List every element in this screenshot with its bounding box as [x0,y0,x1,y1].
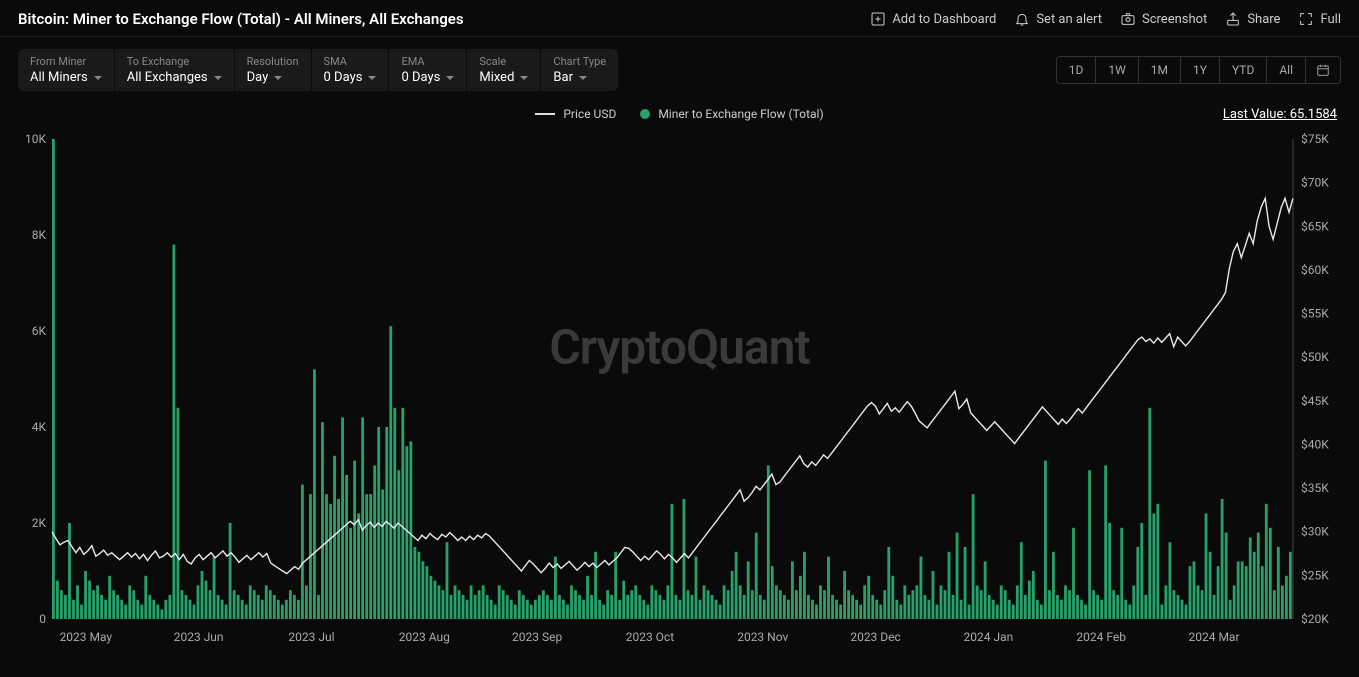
svg-text:2K: 2K [32,516,47,530]
svg-text:10K: 10K [25,132,46,146]
filter-from-miner[interactable]: From Miner All Miners [18,49,115,91]
svg-text:2024 Feb: 2024 Feb [1076,630,1126,644]
chevron-down-icon [520,76,528,80]
filter-sma[interactable]: SMA 0 Days [312,49,390,91]
svg-text:$70K: $70K [1301,176,1329,190]
filter-label: Chart Type [553,55,606,68]
svg-text:2023 Oct: 2023 Oct [626,630,674,644]
share-button[interactable]: Share [1225,11,1280,27]
set-alert-button[interactable]: Set an alert [1014,11,1102,27]
chevron-down-icon [368,76,376,80]
last-value[interactable]: Last Value: 65.1584 [1223,107,1337,122]
svg-text:$45K: $45K [1301,394,1329,408]
svg-text:2023 Dec: 2023 Dec [850,630,900,644]
screenshot-button[interactable]: Screenshot [1120,11,1207,27]
svg-text:$25K: $25K [1301,568,1329,582]
dot-swatch [640,109,650,119]
filter-to-exchange[interactable]: To Exchange All Exchanges [115,49,235,91]
range-1w[interactable]: 1W [1096,57,1138,83]
filter-value: 0 Days [324,70,377,85]
legend-price[interactable]: Price USD [535,107,616,121]
svg-text:6K: 6K [32,324,47,338]
filter-bar: From Miner All MinersTo Exchange All Exc… [18,49,618,91]
chevron-down-icon [214,76,222,80]
filter-value: Day [247,70,299,85]
svg-text:2023 May: 2023 May [60,630,113,644]
svg-text:2024 Mar: 2024 Mar [1189,630,1240,644]
svg-text:$40K: $40K [1301,437,1329,451]
svg-text:2024 Jan: 2024 Jan [964,630,1014,644]
chevron-down-icon [94,76,102,80]
filter-value: 0 Days [401,70,454,85]
svg-text:$65K: $65K [1301,219,1329,233]
legend-price-label: Price USD [563,107,616,121]
range-1y[interactable]: 1Y [1181,57,1220,83]
svg-text:$30K: $30K [1301,525,1329,539]
range-all[interactable]: All [1267,57,1306,83]
svg-text:2023 Jun: 2023 Jun [174,630,224,644]
filter-label: From Miner [30,55,102,68]
share-icon [1225,11,1241,27]
fullscreen-label: Full [1320,12,1341,27]
range-ytd[interactable]: YTD [1220,57,1267,83]
svg-text:$50K: $50K [1301,350,1329,364]
date-picker-button[interactable] [1306,57,1340,83]
camera-icon [1120,11,1136,27]
chevron-down-icon [579,76,587,80]
filter-value: All Exchanges [127,70,222,85]
legend-flow-label: Miner to Exchange Flow (Total) [658,107,823,121]
svg-text:$35K: $35K [1301,481,1329,495]
add-dashboard-label: Add to Dashboard [892,12,996,27]
filter-chart-type[interactable]: Chart Type Bar [541,49,618,91]
calendar-icon [1316,63,1330,77]
svg-text:$75K: $75K [1301,132,1329,146]
range-controls: 1D1W1M1YYTDAll [1056,56,1341,84]
filter-ema[interactable]: EMA 0 Days [389,49,467,91]
svg-text:2023 Aug: 2023 Aug [399,630,450,644]
screenshot-label: Screenshot [1142,12,1207,27]
svg-text:$20K: $20K [1301,612,1329,626]
page-title: Bitcoin: Miner to Exchange Flow (Total) … [18,10,464,28]
filter-label: Resolution [247,55,299,68]
filter-value: Mixed [479,70,528,85]
header-actions: Add to Dashboard Set an alert Screenshot… [870,11,1341,27]
svg-text:$60K: $60K [1301,263,1329,277]
bell-icon [1014,11,1030,27]
svg-text:0: 0 [39,612,46,626]
filter-value: All Miners [30,70,102,85]
share-label: Share [1247,12,1280,27]
chart[interactable]: 0 2K 4K 6K 8K 10K $20K $25K $30K $35K $40K $45K $50K… [18,129,1341,649]
expand-icon [1298,11,1314,27]
chevron-down-icon [274,76,282,80]
filter-value: Bar [553,70,606,85]
range-1m[interactable]: 1M [1139,57,1181,83]
fullscreen-button[interactable]: Full [1298,11,1341,27]
svg-text:8K: 8K [32,228,47,242]
set-alert-label: Set an alert [1036,12,1102,27]
filter-label: EMA [401,55,454,68]
svg-text:2023 Nov: 2023 Nov [737,630,788,644]
dashboard-icon [870,11,886,27]
filter-label: Scale [479,55,528,68]
filter-label: SMA [324,55,377,68]
line-swatch [535,113,555,115]
filter-label: To Exchange [127,55,222,68]
add-dashboard-button[interactable]: Add to Dashboard [870,11,996,27]
range-1d[interactable]: 1D [1057,57,1097,83]
legend-flow[interactable]: Miner to Exchange Flow (Total) [640,107,823,121]
svg-text:2023 Sep: 2023 Sep [512,630,562,644]
filter-scale[interactable]: Scale Mixed [467,49,541,91]
filter-resolution[interactable]: Resolution Day [235,49,312,91]
svg-text:2023 Jul: 2023 Jul [288,630,334,644]
svg-text:4K: 4K [32,420,47,434]
chevron-down-icon [446,76,454,80]
svg-text:$55K: $55K [1301,307,1329,321]
